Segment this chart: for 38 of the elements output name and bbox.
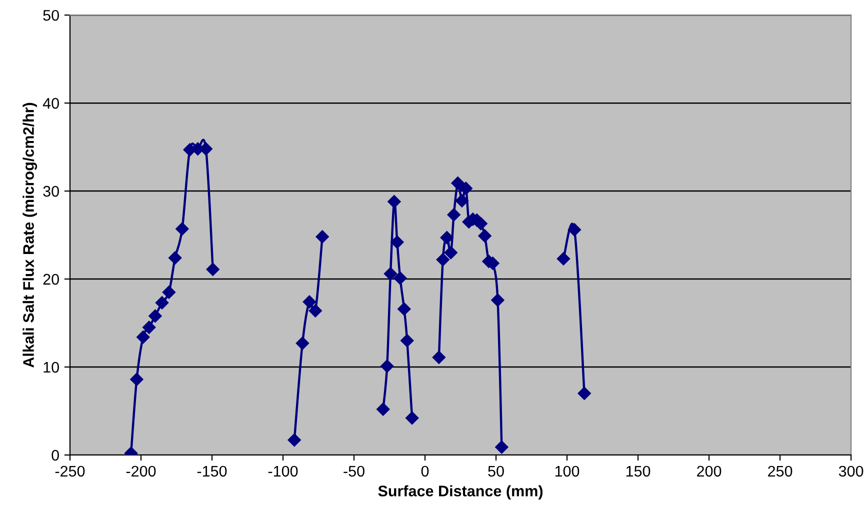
point: [206, 262, 220, 276]
x-tick-label: 100: [555, 466, 580, 477]
point: [384, 267, 398, 280]
point: [176, 222, 189, 236]
x-tick-label: -100: [268, 466, 298, 477]
point: [398, 302, 411, 316]
y-tick-label: 0: [52, 450, 59, 461]
point: [168, 251, 182, 265]
y-tick-label: 20: [43, 274, 59, 285]
x-tick-label: 250: [768, 466, 792, 477]
x-axis-title: Surface Distance (mm): [378, 485, 543, 500]
point: [142, 320, 156, 334]
point: [376, 402, 390, 416]
point: [390, 235, 404, 249]
x-tick-label: -50: [344, 466, 364, 477]
x-tick-label: 50: [488, 466, 504, 477]
x-tick-label: -200: [126, 466, 156, 477]
x-tick-label: -150: [197, 466, 227, 477]
y-tick-label: 30: [43, 186, 59, 197]
y-tick-label: 40: [42, 98, 59, 109]
x-tick-label: 150: [626, 466, 650, 477]
point: [130, 372, 144, 386]
point: [380, 360, 394, 373]
point: [400, 334, 414, 348]
x-tick-label: 0: [421, 466, 429, 477]
x-tick-label: 300: [838, 466, 864, 477]
x-tick-label: -250: [55, 466, 85, 477]
y-tick-label: 10: [44, 362, 59, 373]
x-tick-label: 200: [697, 466, 722, 477]
point: [406, 411, 419, 425]
point: [388, 195, 401, 208]
point: [394, 272, 407, 285]
point: [136, 330, 150, 344]
point: [148, 309, 162, 323]
y-tick-label: 50: [43, 10, 59, 21]
point: [162, 286, 176, 299]
point: [155, 296, 169, 310]
y-axis-title: Alkali Salt Flux Rate (microg/cm2/hr): [22, 102, 38, 368]
